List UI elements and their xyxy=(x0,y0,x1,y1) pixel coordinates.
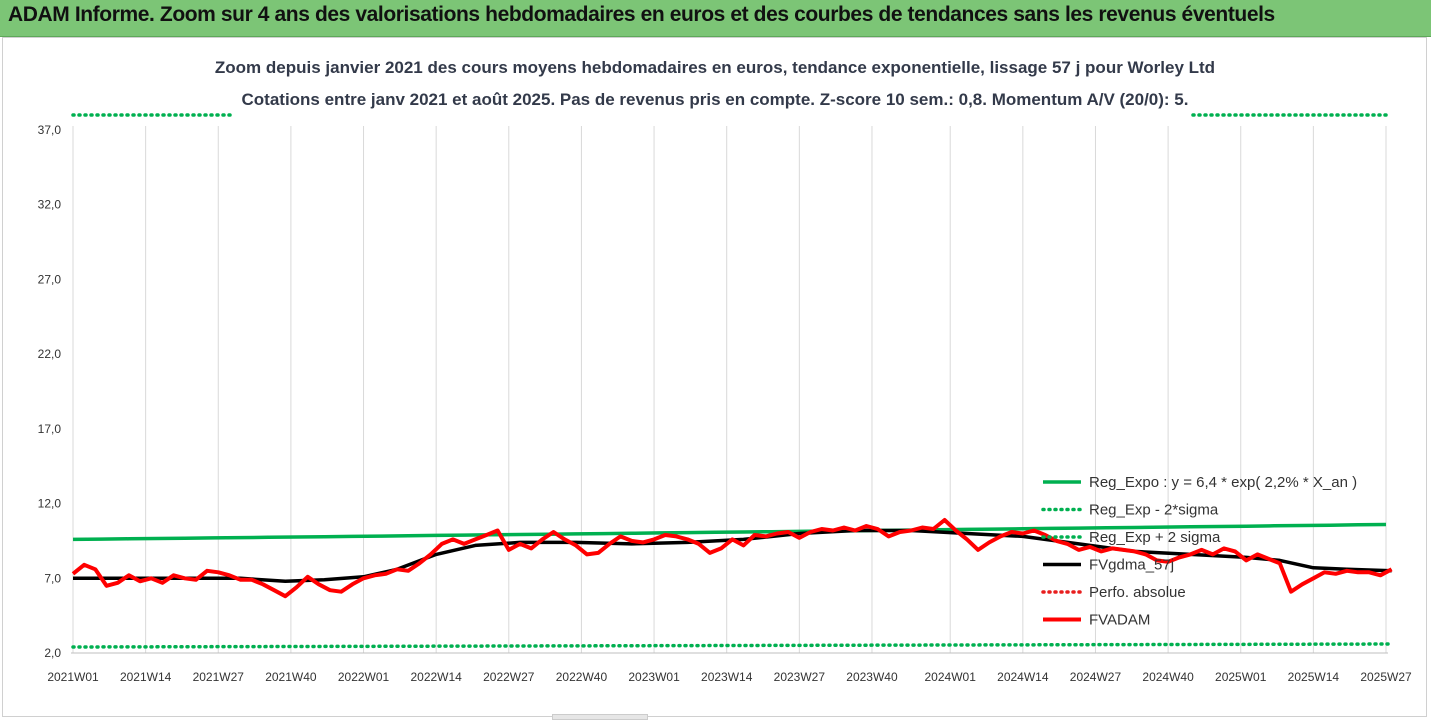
x-tick-label: 2025W14 xyxy=(1288,670,1340,684)
x-tick-label: 2021W01 xyxy=(47,670,99,684)
sheet-tab-scrollbar[interactable] xyxy=(552,714,648,720)
legend-label: Reg_Exp + 2 sigma xyxy=(1089,529,1221,546)
x-tick-label: 2023W14 xyxy=(701,670,753,684)
x-axis-ticks: 2021W01 2021W14 2021W27 2021W40 2022W01 2022W… xyxy=(47,670,1412,684)
legend-label: Reg_Expo : y = 6,4 * exp( 2,2% * X_an ) xyxy=(1089,474,1357,491)
chart-title: Zoom depuis janvier 2021 des cours moyen… xyxy=(215,58,1215,77)
x-tick-label: 2024W40 xyxy=(1142,670,1194,684)
x-tick-label: 2024W14 xyxy=(997,670,1049,684)
chart-frame: Zoom depuis janvier 2021 des cours moyen… xyxy=(2,37,1427,717)
series-lines xyxy=(71,113,1394,649)
y-tick-label: 12,0 xyxy=(38,497,62,511)
y-tick-label: 32,0 xyxy=(38,198,62,212)
x-tick-label: 2024W27 xyxy=(1070,670,1122,684)
y-tick-label: 22,0 xyxy=(38,347,62,361)
chart-subtitle: Cotations entre janv 2021 et août 2025. … xyxy=(242,90,1189,109)
x-tick-label: 2025W01 xyxy=(1215,670,1267,684)
x-tick-label: 2022W01 xyxy=(338,670,390,684)
x-tick-label: 2024W01 xyxy=(925,670,977,684)
x-tick-label: 2021W14 xyxy=(120,670,172,684)
series-line-reg-exp xyxy=(71,642,1394,649)
x-tick-label: 2022W14 xyxy=(410,670,462,684)
legend-label: FVADAM xyxy=(1089,612,1150,629)
x-tick-label: 2021W40 xyxy=(265,670,317,684)
x-tick-label: 2021W27 xyxy=(193,670,245,684)
y-tick-label: 37,0 xyxy=(38,123,62,137)
series-line-fvadam xyxy=(71,518,1393,599)
x-tick-label: 2022W27 xyxy=(483,670,535,684)
legend-label: FVgdma_57j xyxy=(1089,557,1174,574)
y-tick-label: 17,0 xyxy=(38,422,62,436)
chart-grid xyxy=(71,126,1388,654)
report-banner-title: ADAM Informe. Zoom sur 4 ans des valoris… xyxy=(0,0,1431,37)
x-tick-label: 2025W27 xyxy=(1360,670,1412,684)
y-tick-label: 2,0 xyxy=(44,646,61,660)
x-tick-label: 2023W40 xyxy=(846,670,898,684)
chart-legend: Reg_Expo : y = 6,4 * exp( 2,2% * X_an ) R… xyxy=(1041,474,1357,629)
y-tick-label: 7,0 xyxy=(44,571,61,585)
series-line-reg-expo xyxy=(72,522,1387,542)
y-tick-label: 27,0 xyxy=(38,272,62,286)
x-tick-label: 2022W40 xyxy=(556,670,608,684)
x-tick-label: 2023W27 xyxy=(774,670,826,684)
y-axis-ticks: 2,0 7,0 12,0 17,0 22,0 27,0 32,0 37,0 xyxy=(38,123,62,660)
legend-label: Reg_Exp - 2*sigma xyxy=(1089,502,1219,519)
legend-label: Perfo. absolue xyxy=(1089,584,1186,601)
x-tick-label: 2023W01 xyxy=(628,670,680,684)
line-chart: Zoom depuis janvier 2021 des cours moyen… xyxy=(38,58,1412,684)
